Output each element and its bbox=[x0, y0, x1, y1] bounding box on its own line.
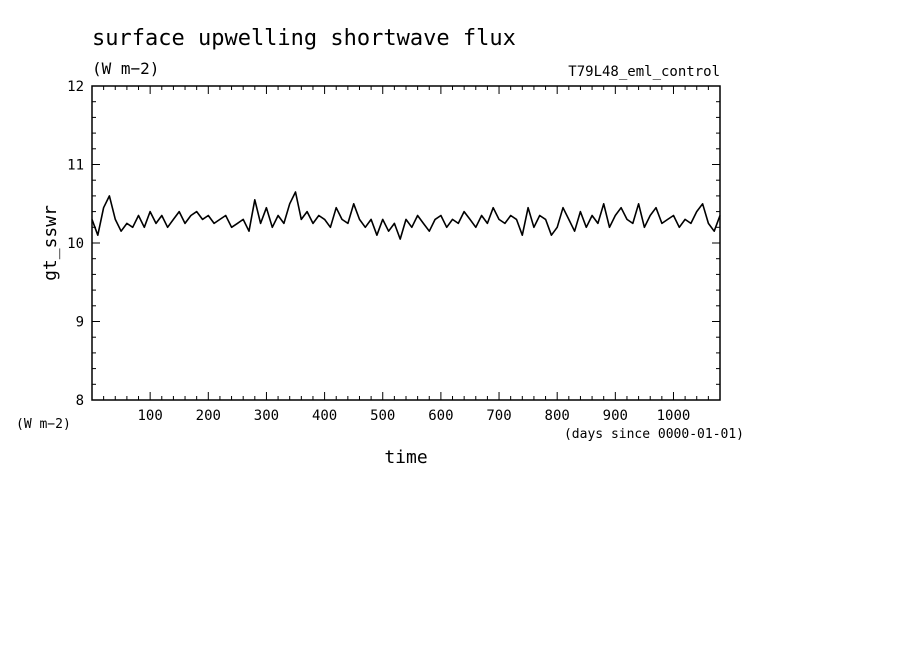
x-tick-label: 800 bbox=[545, 408, 570, 424]
y-tick-label: 9 bbox=[76, 315, 84, 331]
axis-ticks bbox=[92, 85, 720, 401]
x-tick-label: 600 bbox=[428, 408, 453, 424]
x-axis-units: (days since 0000-01-01) bbox=[564, 427, 744, 442]
y-tick-label: 11 bbox=[67, 158, 84, 174]
y-tick-label: 12 bbox=[67, 79, 84, 95]
y-tick-label: 8 bbox=[76, 393, 84, 409]
x-axis-title: time bbox=[384, 447, 427, 468]
chart-title: surface upwelling shortwave flux bbox=[92, 26, 516, 51]
y-tick-label: 10 bbox=[67, 236, 84, 252]
y-axis-units: (W m−2) bbox=[16, 417, 71, 432]
series-line bbox=[91, 191, 721, 240]
x-tick-label: 200 bbox=[196, 408, 221, 424]
run-label: T79L48_eml_control bbox=[568, 64, 720, 80]
plot-frame bbox=[91, 85, 721, 401]
x-tick-label: 400 bbox=[312, 408, 337, 424]
x-tick-label: 500 bbox=[370, 408, 395, 424]
x-tick-label: 300 bbox=[254, 408, 279, 424]
axis-tick-labels: 100 200 300 400 500 600 700 800 900 1000 8 9 10 11 12 bbox=[67, 79, 690, 424]
y-axis-title: gt_sswr bbox=[40, 205, 61, 281]
x-tick-label: 700 bbox=[486, 408, 511, 424]
x-tick-label: 100 bbox=[137, 408, 162, 424]
chart-units: (W m−2) bbox=[92, 59, 159, 78]
x-tick-label: 1000 bbox=[657, 408, 691, 424]
x-tick-label: 900 bbox=[603, 408, 628, 424]
